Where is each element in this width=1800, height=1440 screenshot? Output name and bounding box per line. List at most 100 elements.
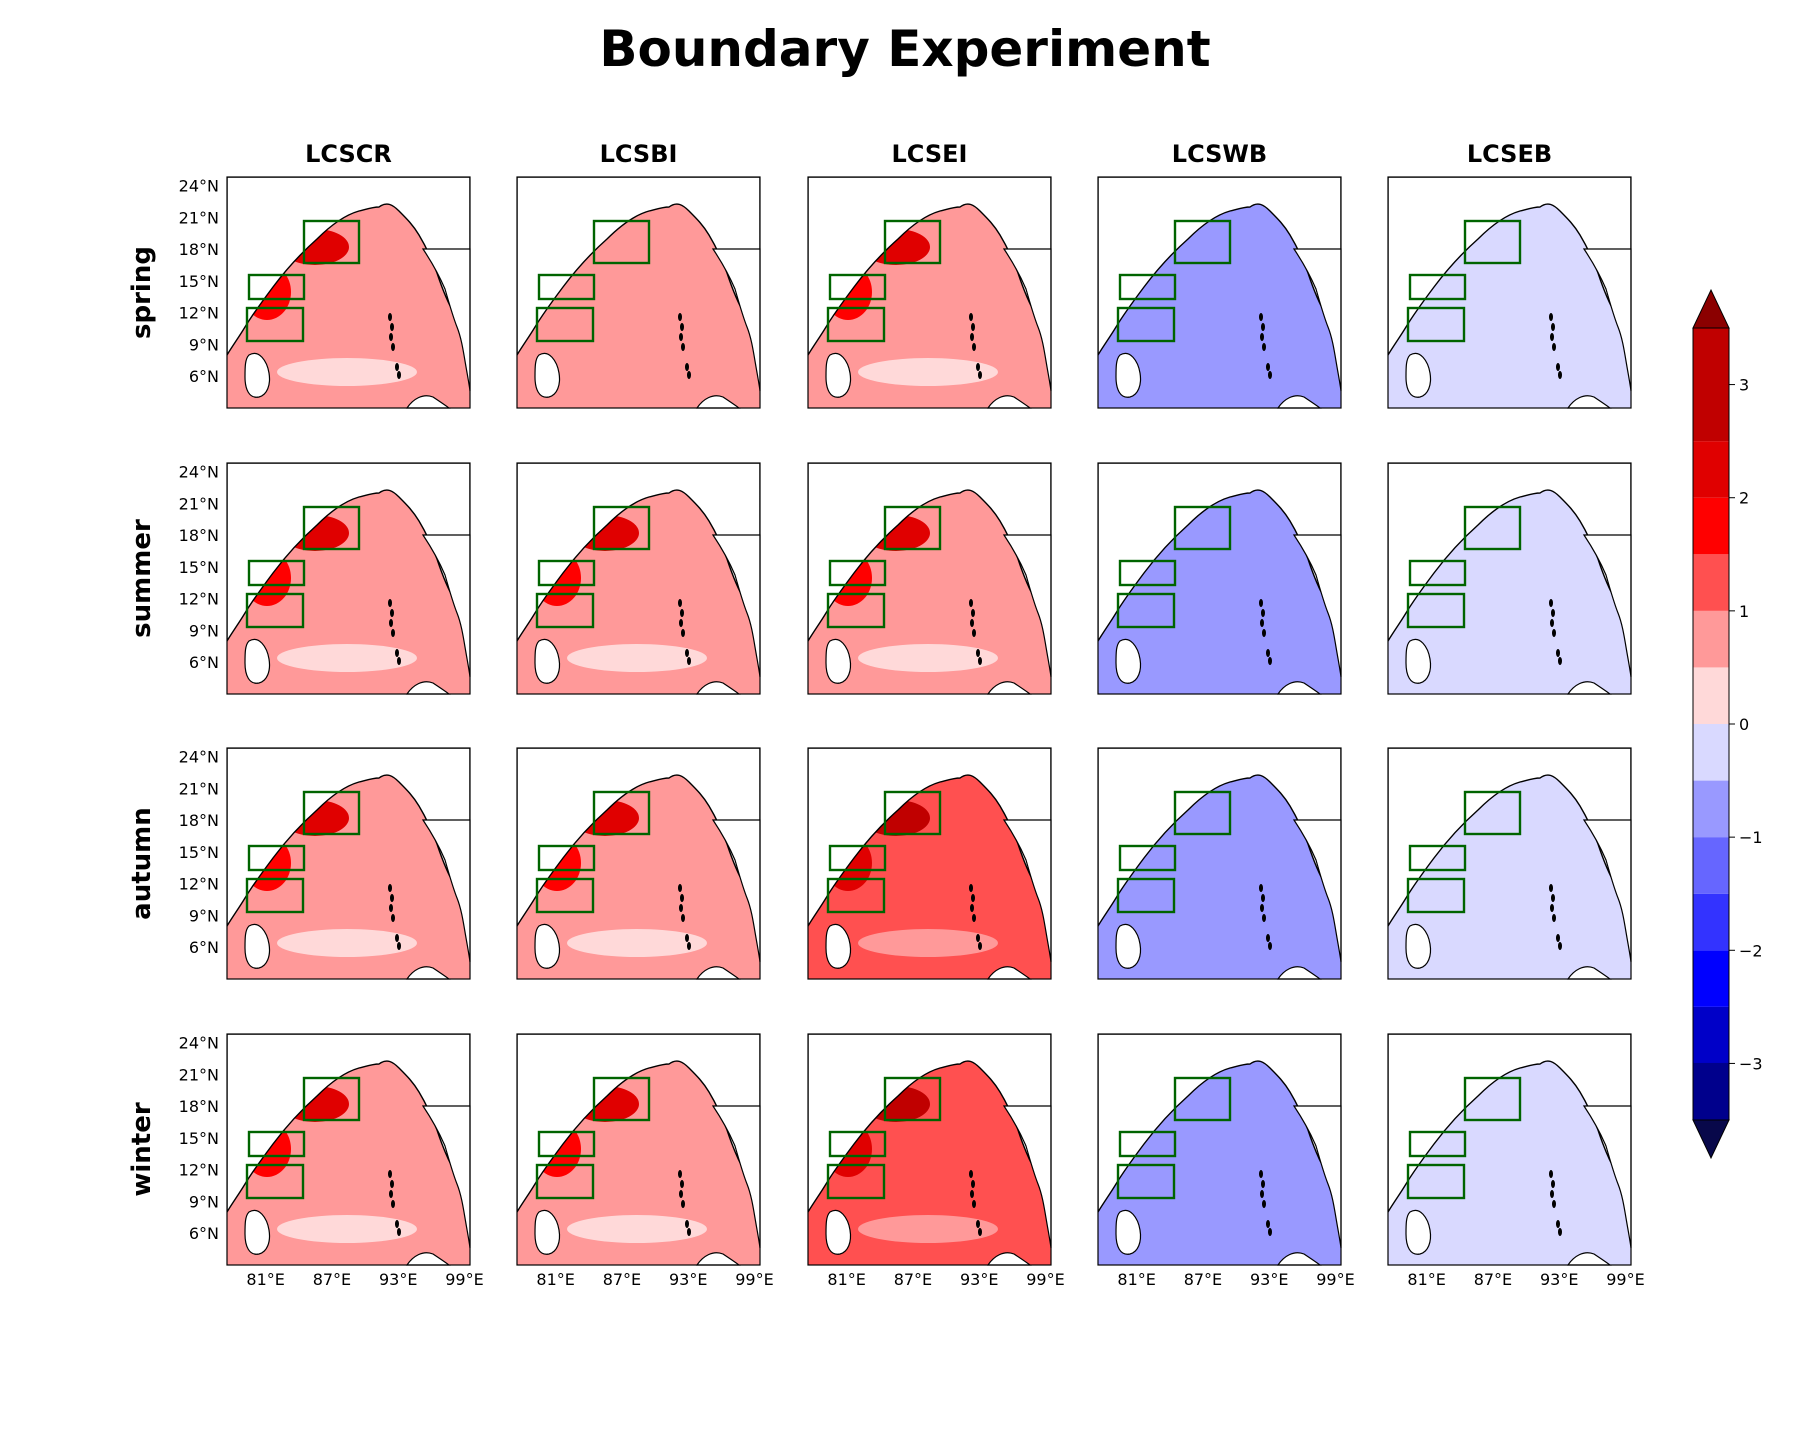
land-mass: [1002, 819, 1052, 963]
colorbar-segment: [1693, 893, 1729, 951]
region-box: [1408, 1130, 1467, 1158]
anomaly-band: [567, 644, 707, 672]
island: [1556, 934, 1560, 942]
colorbar-tick-label: 2: [1739, 489, 1749, 508]
y-tick-label: 9°N: [189, 1192, 219, 1211]
island: [679, 333, 683, 341]
sri-lanka-land: [1405, 1209, 1432, 1255]
region-box: [537, 1130, 596, 1158]
region-box: [1463, 505, 1522, 551]
colorbar-extend-min: [1692, 1119, 1730, 1160]
land-mass: [1098, 748, 1341, 928]
island: [976, 363, 980, 371]
panel-grid: spring LCSCR 24°N 21°N 18°N 15°N 12°N 9°N 6°N LCS…: [127, 140, 1645, 1289]
panel-frame: [807, 1033, 1052, 1266]
land-mass: [1002, 1105, 1052, 1249]
island: [972, 1200, 976, 1208]
region-box: [535, 877, 595, 914]
panel-autumn-LCSBI: [516, 747, 761, 980]
land-mass: [1292, 534, 1342, 678]
island: [390, 609, 394, 617]
island: [978, 371, 982, 379]
y-tick-label: 18°N: [179, 811, 219, 830]
region-box: [537, 844, 596, 872]
region-box: [302, 219, 361, 265]
land-mass: [1566, 395, 1612, 409]
region-box: [535, 592, 595, 629]
y-tick-label: 9°N: [189, 906, 219, 925]
land-mass: [421, 1105, 471, 1249]
land-mass: [1566, 1252, 1612, 1266]
column-title-LCSEI: LCSEI: [892, 140, 968, 168]
region-box: [1408, 844, 1467, 872]
land-mass: [711, 1105, 761, 1249]
region-box: [826, 877, 886, 914]
island: [685, 1220, 689, 1228]
island: [388, 884, 392, 892]
anomaly-band: [567, 1215, 707, 1243]
island: [679, 904, 683, 912]
anomaly-band: [567, 929, 707, 957]
panel-autumn-LCSEI: [807, 747, 1052, 980]
panel-frame: [1387, 1033, 1632, 1266]
land-mass: [517, 748, 760, 928]
colorbar: 3 2 1 0 −1 −2 −3: [1692, 288, 1763, 1160]
island: [970, 1190, 974, 1198]
region-box: [592, 790, 651, 836]
land-mass: [808, 748, 1051, 928]
y-tick-label: 24°N: [179, 462, 219, 481]
land-mass: [1388, 177, 1631, 357]
island: [969, 599, 973, 607]
anomaly-band: [858, 929, 998, 957]
island: [1552, 914, 1556, 922]
colorbar-tick-label: 3: [1739, 376, 1749, 395]
island: [1558, 942, 1562, 950]
island: [397, 942, 401, 950]
island: [1551, 894, 1555, 902]
island: [978, 942, 982, 950]
island: [681, 343, 685, 351]
row-label-winter: winter: [127, 1102, 157, 1197]
island: [1556, 649, 1560, 657]
colorbar-tick-label: 0: [1739, 715, 1749, 734]
island: [978, 657, 982, 665]
island: [1260, 333, 1264, 341]
region-box: [592, 1076, 651, 1122]
colorbar-segment: [1693, 837, 1729, 894]
land-mass: [986, 966, 1032, 980]
island: [388, 599, 392, 607]
colorbar-segment: [1693, 950, 1729, 1007]
island: [390, 323, 394, 331]
region-box: [302, 505, 361, 551]
region-box: [1173, 219, 1232, 265]
island: [680, 894, 684, 902]
island: [391, 914, 395, 922]
y-tick-label: 15°N: [179, 1129, 219, 1148]
region-box: [245, 877, 305, 914]
land-mass: [808, 1034, 1051, 1214]
land-mass: [517, 1034, 760, 1214]
figure-title: Boundary Experiment: [599, 20, 1210, 78]
island: [1260, 1190, 1264, 1198]
colorbar-segment: [1693, 1062, 1729, 1120]
panel-winter-LCSBI: 81°E 87°E 93°E 99°E: [516, 1033, 774, 1289]
region-box: [537, 273, 596, 301]
colorbar-segment: [1693, 610, 1729, 668]
island: [976, 934, 980, 942]
island: [1261, 894, 1265, 902]
island: [1549, 599, 1553, 607]
y-tick-label: 18°N: [179, 1097, 219, 1116]
island: [678, 599, 682, 607]
island: [1260, 619, 1264, 627]
land-mass: [405, 966, 451, 980]
x-tick-label: 87°E: [1474, 1270, 1512, 1289]
land-mass: [711, 248, 761, 392]
island: [679, 1190, 683, 1198]
island: [681, 914, 685, 922]
colorbar-segment: [1693, 554, 1729, 611]
panel-summer-LCSCR: 24°N 21°N 18°N 15°N 12°N 9°N 6°N: [179, 462, 471, 695]
colorbar-segment: [1693, 1006, 1729, 1064]
land-mass: [227, 463, 470, 643]
region-box: [1173, 790, 1232, 836]
land-mass: [1292, 1105, 1342, 1249]
